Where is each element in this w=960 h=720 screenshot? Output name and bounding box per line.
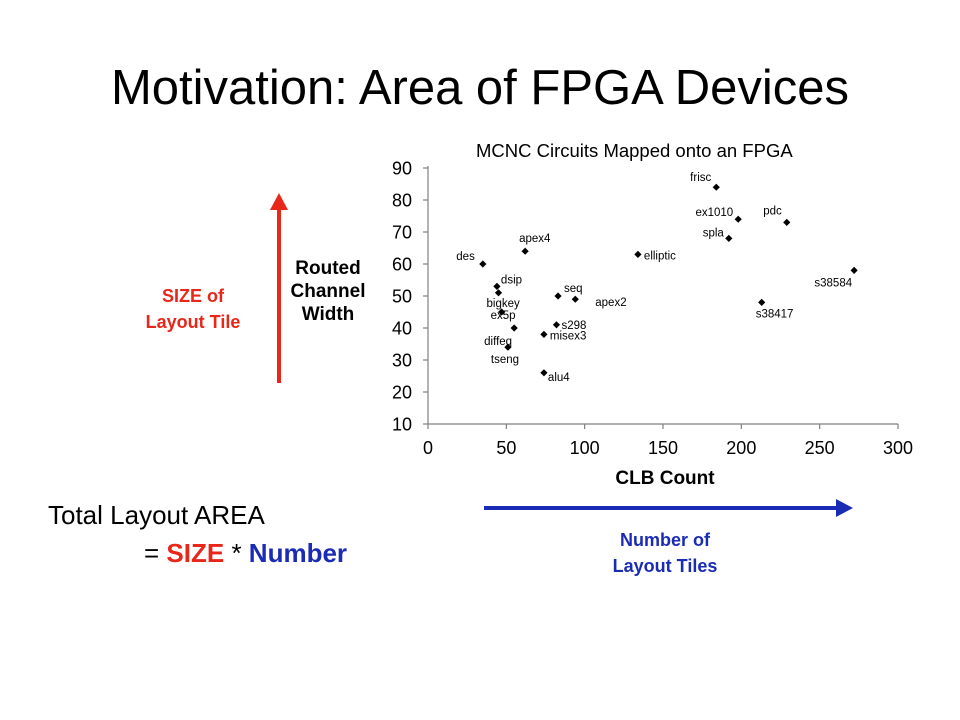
point-label-elliptic: elliptic: [644, 250, 676, 262]
x-tick-label: 200: [726, 438, 756, 458]
x-tick-label: 150: [648, 438, 678, 458]
point-s298: [552, 321, 561, 329]
x-tick-label: 100: [570, 438, 600, 458]
point-label-ex1010: ex1010: [695, 207, 733, 219]
point-misex3: [540, 330, 548, 338]
y-axis-label-line-1: Routed: [295, 258, 361, 279]
point-seq: [554, 292, 562, 300]
point-s38417: [758, 298, 766, 306]
point-spla: [725, 234, 733, 242]
point-label-apex4: apex4: [519, 233, 551, 245]
number-label-line-2: Layout Tiles: [612, 556, 718, 576]
x-tick-label: 250: [805, 438, 835, 458]
chart-title: MCNC Circuits Mapped onto an FPGA: [476, 140, 793, 161]
x-tick-label: 50: [496, 438, 516, 458]
point-apex4: [521, 247, 529, 255]
point-label-seq: seq: [564, 283, 583, 295]
point-label-misex3: misex3: [550, 330, 586, 342]
point-label-tseng: tseng: [491, 354, 519, 366]
point-ex1010: [734, 215, 742, 223]
point-label-des: des: [456, 251, 475, 263]
point-label-spla: spla: [703, 227, 725, 239]
y-tick-label: 60: [392, 255, 412, 275]
y-tick-label: 50: [392, 287, 412, 307]
area-formula: = SIZE * Number: [144, 538, 347, 569]
y-axis-label-line-3: Width: [301, 304, 355, 325]
point-label-dsip: dsip: [501, 274, 522, 286]
size-of-layout-tile-label: SIZE of Layout Tile: [118, 283, 268, 335]
size-label-line-1: SIZE of: [162, 286, 224, 306]
point-dsip: [493, 282, 501, 290]
point-label-s38584: s38584: [814, 277, 852, 289]
slide-title: Motivation: Area of FPGA Devices: [110, 61, 850, 115]
formula-number: Number: [248, 538, 348, 568]
number-label-line-1: Number of: [620, 530, 710, 550]
point-alu4: [540, 369, 548, 377]
y-tick-label: 20: [392, 383, 412, 403]
point-label-diffeq: diffeq: [484, 336, 512, 348]
point-frisc: [712, 183, 720, 191]
formula-times: *: [224, 538, 249, 568]
point-elliptic: [634, 250, 642, 258]
total-layout-area-text: Total Layout AREA: [48, 500, 265, 530]
point-pdc: [783, 218, 791, 226]
point-label-s298: s298: [561, 320, 586, 332]
point-label-ex5p: ex5p: [491, 310, 516, 322]
point-label-alu4: alu4: [548, 372, 570, 384]
y-axis-label: Routed Channel Width: [278, 257, 378, 326]
y-tick-label: 40: [392, 319, 412, 339]
x-tick-label: 300: [883, 438, 913, 458]
point-tseng: [504, 343, 512, 351]
y-tick-label: 70: [392, 223, 412, 243]
point-label-s38417: s38417: [756, 308, 794, 320]
y-tick-label: 80: [392, 191, 412, 211]
point-label-pdc: pdc: [763, 205, 782, 217]
point-diffeq: [510, 324, 518, 332]
y-tick-label: 30: [392, 351, 412, 371]
point-des: [479, 260, 487, 268]
point-bigkey: [494, 289, 503, 297]
point-label-apex2: apex2: [595, 297, 626, 309]
point-label-frisc: frisc: [690, 172, 711, 184]
y-tick-label: 10: [392, 415, 412, 435]
formula-size: SIZE: [166, 538, 225, 568]
point-ex5p: [498, 308, 506, 316]
x-tick-label: 0: [423, 438, 433, 458]
point-label-bigkey: bigkey: [487, 298, 520, 310]
x-axis-label: CLB Count: [615, 468, 715, 489]
point-s38584: [850, 266, 858, 274]
formula-equals: =: [144, 538, 167, 568]
y-axis-label-line-2: Channel: [290, 281, 366, 302]
y-tick-label: 90: [392, 159, 412, 179]
point-apex2: [571, 295, 579, 303]
number-of-layout-tiles-label: Number of Layout Tiles: [565, 527, 765, 579]
size-label-line-2: Layout Tile: [145, 312, 241, 332]
